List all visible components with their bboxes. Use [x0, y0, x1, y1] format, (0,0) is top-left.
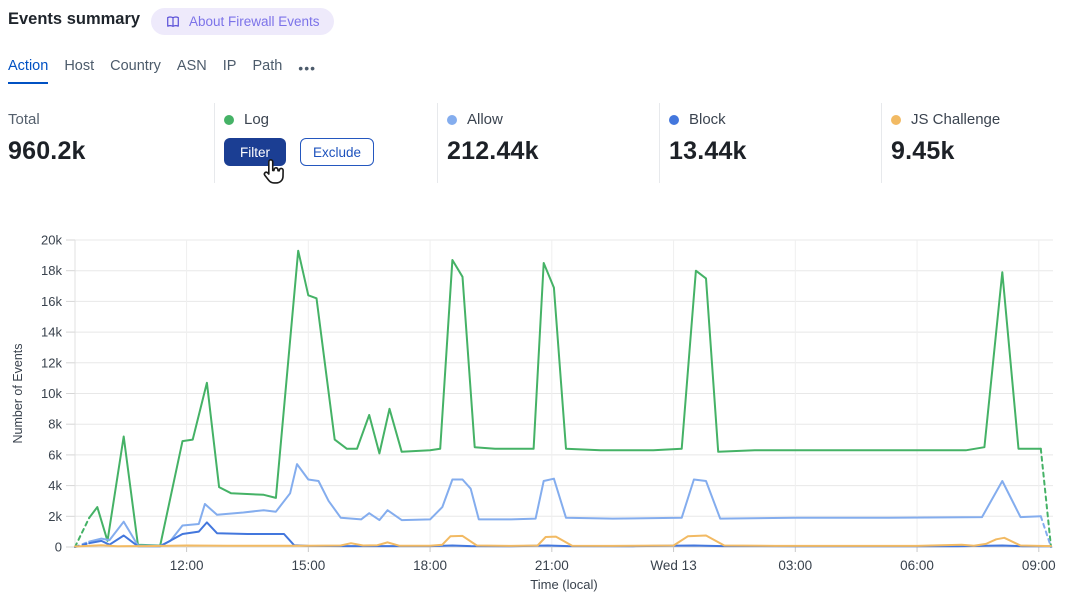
filter-button[interactable]: Filter [224, 138, 286, 166]
series-line-js-challenge [74, 534, 1052, 548]
tab-asn[interactable]: ASN [176, 58, 207, 74]
x-tick-label: 21:00 [535, 558, 569, 573]
stat-card-js-challenge[interactable]: JS Challenge 9.45k [881, 103, 1067, 183]
stat-card-total[interactable]: Total 960.2k [0, 103, 214, 183]
y-tick-label: 8k [48, 417, 62, 432]
allow-legend-dot [447, 114, 457, 125]
stat-card-allow[interactable]: Allow 212.44k [437, 103, 659, 183]
tab-action[interactable]: Action [8, 58, 49, 84]
y-tick-label: 10k [41, 386, 62, 401]
stat-label-block: Block [689, 111, 726, 128]
tab-bar: Action Host Country ASN IP Path ••• [8, 58, 316, 84]
block-legend-dot [669, 114, 679, 125]
y-tick-label: 18k [41, 263, 62, 278]
x-tick-label: 09:00 [1022, 558, 1056, 573]
y-tick-label: 2k [48, 509, 62, 524]
stats-row: Total 960.2k Log Filter Exclude Allow 21… [0, 103, 1067, 183]
series-line-log-dashed-tail [1039, 447, 1052, 548]
x-tick-label: 03:00 [778, 558, 812, 573]
series-line-allow-dashed-tail [1039, 515, 1052, 548]
page-title: Events summary [8, 10, 141, 28]
series-line-log-dashed-head [74, 516, 91, 548]
x-tick-label: 12:00 [170, 558, 204, 573]
stat-label-log: Log [244, 111, 270, 128]
events-time-series-chart[interactable]: 0 2k 4k 6k 8k 10k 12k 14k 16k 18k 20k 12:00 15:00 18:… [0, 228, 1068, 598]
x-axis-title: Time (local) [530, 577, 597, 592]
exclude-button[interactable]: Exclude [300, 138, 375, 166]
stat-card-log[interactable]: Log Filter Exclude [214, 103, 437, 183]
badge-label: About Firewall Events [189, 14, 320, 29]
stat-label-total: Total [8, 111, 40, 128]
tab-more-icon[interactable]: ••• [298, 60, 317, 76]
stat-label-js-challenge: JS Challenge [911, 111, 1001, 128]
tab-country[interactable]: Country [110, 58, 161, 74]
stat-value-allow: 212.44k [447, 137, 539, 165]
y-tick-label: 4k [48, 478, 62, 493]
about-firewall-events-badge[interactable]: About Firewall Events [151, 8, 334, 35]
x-tick-label: 06:00 [900, 558, 934, 573]
stat-value-block: 13.44k [669, 137, 747, 165]
x-tick-label: Wed 13 [650, 558, 696, 573]
tab-host[interactable]: Host [64, 58, 95, 74]
y-tick-label: 0 [55, 540, 62, 555]
js-challenge-legend-dot [891, 114, 901, 125]
y-tick-label: 16k [41, 294, 62, 309]
y-axis-title: Number of Events [11, 343, 25, 443]
x-tick-label: 15:00 [291, 558, 325, 573]
series-line-block [88, 521, 1052, 548]
stat-value-total: 960.2k [8, 137, 86, 165]
stat-value-js-challenge: 9.45k [891, 137, 955, 165]
tab-path[interactable]: Path [252, 58, 283, 74]
y-tick-label: 20k [41, 233, 62, 248]
stat-card-block[interactable]: Block 13.44k [659, 103, 881, 183]
log-legend-dot [224, 114, 234, 125]
open-book-icon [167, 15, 179, 27]
y-tick-label: 14k [41, 325, 62, 340]
stat-label-allow: Allow [467, 111, 503, 128]
y-tick-label: 6k [48, 447, 62, 462]
series-line-log [88, 249, 1042, 547]
tab-ip[interactable]: IP [222, 58, 237, 74]
x-tick-label: 18:00 [413, 558, 447, 573]
series-line-allow [88, 463, 1042, 547]
y-tick-label: 12k [41, 355, 62, 370]
